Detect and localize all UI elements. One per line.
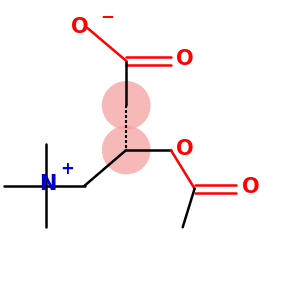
Text: N: N [39, 174, 56, 194]
Text: +: + [60, 160, 74, 178]
Text: O: O [176, 49, 194, 69]
Text: −: − [100, 7, 114, 25]
Text: O: O [71, 17, 89, 37]
Circle shape [102, 81, 151, 130]
Text: O: O [242, 177, 259, 197]
Circle shape [102, 126, 151, 174]
Text: O: O [176, 139, 194, 158]
